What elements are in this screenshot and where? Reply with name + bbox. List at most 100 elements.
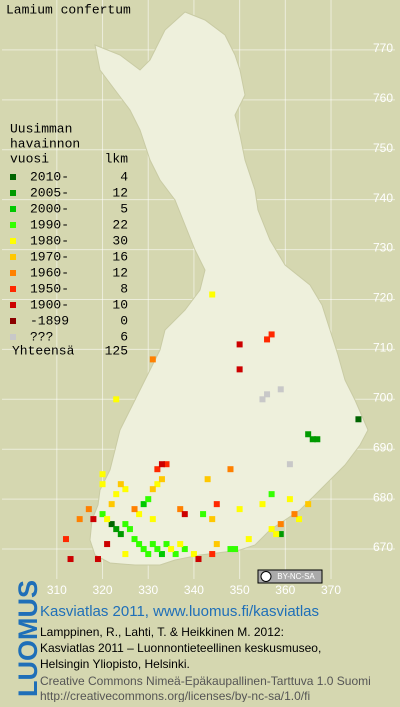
occurrence-square <box>305 501 312 508</box>
occurrence-square <box>209 516 216 523</box>
occurrence-square <box>149 486 156 493</box>
occurrence-square <box>158 551 165 558</box>
legend-count: 22 <box>112 217 128 232</box>
occurrence-square <box>90 516 97 523</box>
y-tick-label: 720 <box>373 291 393 305</box>
occurrence-square <box>177 506 184 513</box>
occurrence-square <box>181 511 188 518</box>
occurrence-square <box>126 526 133 533</box>
x-tick-label: 360 <box>275 583 295 597</box>
occurrence-square <box>163 541 170 548</box>
citation-line: Helsingin Yliopisto, Helsinki. <box>40 657 190 671</box>
occurrence-square <box>273 531 280 538</box>
x-tick-label: 330 <box>138 583 158 597</box>
occurrence-square <box>122 521 129 528</box>
x-tick-label: 320 <box>93 583 113 597</box>
occurrence-square <box>149 516 156 523</box>
occurrence-square <box>286 496 293 503</box>
occurrence-square <box>200 511 207 518</box>
occurrence-square <box>259 396 266 403</box>
occurrence-square <box>108 501 115 508</box>
y-tick-label: 690 <box>373 440 393 454</box>
occurrence-square <box>140 546 147 553</box>
y-tick-label: 680 <box>373 490 393 504</box>
footer-heading: Kasviatlas 2011, www.luomus.fi/kasviatla… <box>40 603 319 620</box>
occurrence-square <box>149 356 156 363</box>
legend-count-header: lkm <box>105 151 129 166</box>
occurrence-square <box>277 386 284 393</box>
y-tick-label: 750 <box>373 141 393 155</box>
legend-title: havainnon <box>10 136 80 151</box>
legend-count: 4 <box>120 169 128 184</box>
occurrence-square <box>99 471 106 478</box>
legend-swatch <box>10 254 16 260</box>
occurrence-square <box>236 506 243 513</box>
occurrence-square <box>131 506 138 513</box>
legend-label: 1950- <box>30 281 69 296</box>
legend-count: 0 <box>120 313 128 328</box>
occurrence-square <box>227 466 234 473</box>
occurrence-square <box>104 516 111 523</box>
occurrence-square <box>213 541 220 548</box>
occurrence-square <box>122 551 129 558</box>
occurrence-square <box>136 541 143 548</box>
occurrence-square <box>136 511 143 518</box>
occurrence-square <box>209 551 216 558</box>
occurrence-square <box>154 546 161 553</box>
occurrence-square <box>213 501 220 508</box>
occurrence-square <box>94 556 101 563</box>
occurrence-square <box>67 556 74 563</box>
legend-count: 12 <box>112 265 128 280</box>
occurrence-square <box>227 546 234 553</box>
legend-swatch <box>10 206 16 212</box>
legend-label: 2010- <box>30 169 69 184</box>
occurrence-square <box>172 551 179 558</box>
legend-swatch <box>10 318 16 324</box>
legend-title: Uusimman <box>10 121 72 136</box>
occurrence-square <box>296 516 303 523</box>
occurrence-square <box>277 531 284 538</box>
legend-count: 6 <box>120 329 128 344</box>
legend-count: 5 <box>120 201 128 216</box>
occurrence-square <box>158 461 165 468</box>
legend-count: 16 <box>112 249 128 264</box>
occurrence-square <box>122 486 129 493</box>
legend-label: -1899 <box>30 313 69 328</box>
badge-box <box>257 569 323 584</box>
y-tick-label: 700 <box>373 390 393 404</box>
badge-text: BY-NC-SA <box>277 572 315 581</box>
occurrence-square <box>291 511 298 518</box>
license-line: Creative Commons Nimeä-Epäkaupallinen-Ta… <box>40 674 371 688</box>
legend-count: 10 <box>112 297 128 312</box>
legend-label: 1980- <box>30 233 69 248</box>
legend-swatch <box>10 270 16 276</box>
occurrence-square <box>131 536 138 543</box>
occurrence-square <box>268 331 275 338</box>
license-line: http://creativecommons.org/licenses/by-n… <box>40 689 310 702</box>
occurrence-square <box>232 546 239 553</box>
license-badge: BY-NC-SA <box>257 569 323 584</box>
legend-swatch <box>10 222 16 228</box>
legend-label: 2000- <box>30 201 69 216</box>
occurrence-square <box>62 536 69 543</box>
occurrence-square <box>236 366 243 373</box>
legend-swatch <box>10 334 16 340</box>
occurrence-square <box>277 521 284 528</box>
legend-swatch <box>10 286 16 292</box>
x-tick-label: 340 <box>184 583 204 597</box>
occurrence-square <box>264 336 271 343</box>
occurrence-square <box>145 496 152 503</box>
y-tick-label: 760 <box>373 91 393 105</box>
legend-label: 2005- <box>30 185 69 200</box>
occurrence-square <box>286 461 293 468</box>
legend-count: 30 <box>112 233 128 248</box>
occurrence-square <box>355 416 362 423</box>
brand: LUOMUS <box>13 580 43 697</box>
occurrence-square <box>264 391 271 398</box>
legend-label: 1970- <box>30 249 69 264</box>
occurrence-square <box>154 481 161 488</box>
occurrence-square <box>76 516 83 523</box>
occurrence-square <box>104 541 111 548</box>
occurrence-square <box>149 541 156 548</box>
